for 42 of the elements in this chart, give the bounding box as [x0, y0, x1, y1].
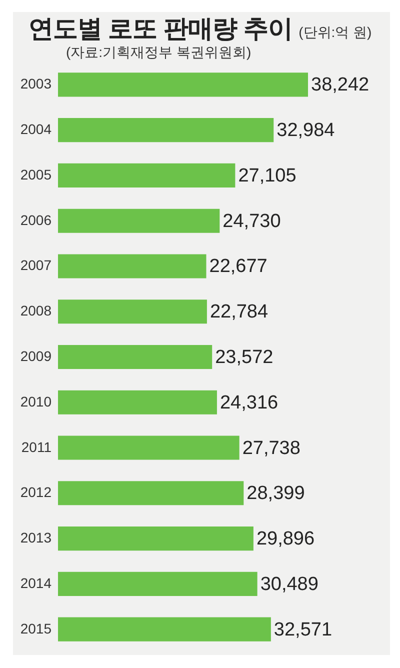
data-label: 24,316 — [220, 392, 278, 414]
data-label: 24,730 — [222, 210, 281, 232]
y-tick-label: 2004 — [20, 121, 52, 138]
y-tick-label: 2007 — [20, 257, 52, 274]
y-tick-label: 2013 — [20, 530, 52, 546]
data-label: 29,896 — [256, 528, 315, 550]
data-label: 38,242 — [311, 74, 370, 96]
data-label: 28,399 — [246, 483, 305, 504]
y-tick-label: 2006 — [20, 212, 52, 228]
y-tick-label: 2010 — [20, 393, 52, 410]
data-label: 27,105 — [238, 165, 296, 186]
chart-title: 연도별 로또 판매량 추이 — [28, 15, 293, 43]
y-tick-label: 2008 — [20, 302, 52, 319]
y-tick-label: 2012 — [20, 484, 52, 500]
bar — [58, 254, 206, 278]
data-label: 27,738 — [242, 438, 300, 459]
bar — [58, 481, 244, 506]
data-label: 22,784 — [210, 302, 268, 323]
y-tick-label: 2003 — [20, 76, 52, 92]
text: (자료:기획재정부 복권위원회) — [66, 44, 252, 62]
y-tick-label: 2009 — [20, 348, 52, 364]
bar — [58, 526, 254, 551]
y-tick-label: 2014 — [20, 574, 52, 591]
bar — [58, 572, 258, 596]
bar — [58, 163, 236, 188]
data-label: 23,572 — [215, 347, 274, 368]
data-label: 30,489 — [260, 574, 318, 595]
bar — [58, 436, 240, 460]
y-tick-label: 2015 — [20, 620, 52, 636]
bar — [58, 208, 220, 233]
bar — [58, 72, 308, 97]
data-label: 32,571 — [274, 619, 332, 640]
chart-subtitle: (단위:억 원) — [298, 24, 372, 40]
bar — [58, 344, 212, 370]
bar — [58, 617, 271, 642]
y-tick-label: 2011 — [21, 438, 52, 455]
data-label: 22,677 — [209, 256, 268, 278]
data-label: 32,984 — [276, 120, 336, 142]
bar — [58, 390, 217, 414]
bar — [58, 300, 207, 324]
bar — [58, 118, 274, 142]
y-tick-label: 2005 — [20, 166, 52, 182]
